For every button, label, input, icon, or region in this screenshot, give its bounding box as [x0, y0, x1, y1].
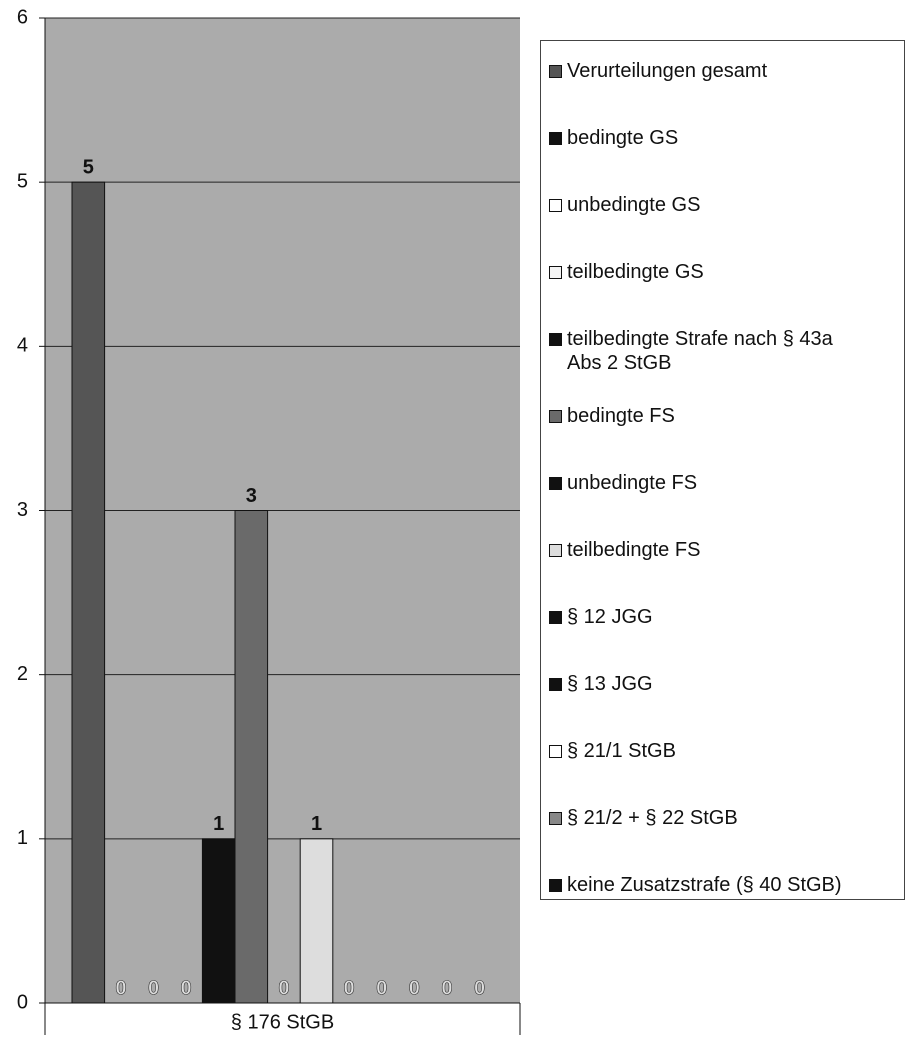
legend-label: teilbedingte Strafe nach § 43a Abs 2 StG… [567, 328, 833, 374]
legend-entry: unbedingte FS [549, 471, 901, 495]
bar [71, 181, 106, 1004]
legend-entry: § 12 JGG [549, 605, 901, 629]
data-label: 0 [181, 977, 192, 999]
legend-label: bedingte GS [567, 127, 679, 149]
legend-swatch [549, 879, 562, 892]
legend-entry: teilbedingte FS [549, 538, 901, 562]
legend: Verurteilungen gesamt bedingte GS unbeding… [540, 40, 905, 900]
legend-label: teilbedingte FS [567, 539, 701, 561]
y-tick-label: 4 [17, 335, 28, 357]
y-tick-label: 5 [17, 170, 28, 192]
legend-entry: Verurteilungen gesamt [549, 59, 901, 83]
legend-swatch [549, 266, 562, 279]
legend-entry: § 21/2 + § 22 StGB [549, 806, 901, 830]
legend-label: § 13 JGG [567, 673, 653, 695]
legend-swatch [549, 132, 562, 145]
legend-label: § 12 JGG [567, 606, 653, 628]
legend-swatch [549, 199, 562, 212]
data-label: 0 [344, 977, 355, 999]
legend-entry: teilbedingte GS [549, 260, 901, 284]
legend-swatch [549, 611, 562, 624]
legend-label: Verurteilungen gesamt [567, 60, 768, 82]
legend-label: unbedingte FS [567, 472, 698, 494]
x-tick-label: § 176 StGB [231, 1011, 334, 1033]
bar [234, 510, 269, 1004]
data-label: 0 [278, 977, 289, 999]
data-label: 3 [246, 485, 257, 507]
data-label: 0 [148, 977, 159, 999]
legend-label: § 21/1 StGB [567, 740, 676, 762]
y-tick-label: 0 [17, 991, 28, 1013]
legend-swatch [549, 333, 562, 346]
y-tick-label: 1 [17, 827, 28, 849]
legend-entry: bedingte GS [549, 126, 901, 150]
data-label: 5 [83, 156, 94, 178]
data-label: 1 [311, 813, 322, 835]
legend-swatch [549, 65, 562, 78]
legend-swatch [549, 678, 562, 691]
legend-swatch [549, 544, 562, 557]
legend-swatch [549, 477, 562, 490]
data-label: 1 [213, 813, 224, 835]
legend-label: unbedingte GS [567, 194, 701, 216]
y-tick-label: 2 [17, 663, 28, 685]
legend-label: teilbedingte GS [567, 261, 704, 283]
legend-label: § 21/2 + § 22 StGB [567, 807, 738, 829]
legend-entry: bedingte FS [549, 404, 901, 428]
legend-entry: § 13 JGG [549, 672, 901, 696]
bar [201, 838, 236, 1004]
data-label: 0 [441, 977, 452, 999]
y-tick-label: 3 [17, 499, 28, 521]
legend-label: keine Zusatzstrafe (§ 40 StGB) [567, 874, 842, 896]
legend-swatch [549, 812, 562, 825]
y-tick-label: 6 [17, 6, 28, 28]
legend-entry: teilbedingte Strafe nach § 43a Abs 2 StG… [549, 327, 901, 375]
data-label: 0 [115, 977, 126, 999]
legend-swatch [549, 410, 562, 423]
data-label: 0 [474, 977, 485, 999]
legend-swatch [549, 745, 562, 758]
legend-label: bedingte FS [567, 405, 675, 427]
bar [299, 838, 334, 1004]
data-label: 0 [376, 977, 387, 999]
legend-entry: keine Zusatzstrafe (§ 40 StGB) [549, 873, 901, 897]
data-label: 0 [409, 977, 420, 999]
legend-entry: § 21/1 StGB [549, 739, 901, 763]
legend-entry: unbedingte GS [549, 193, 901, 217]
